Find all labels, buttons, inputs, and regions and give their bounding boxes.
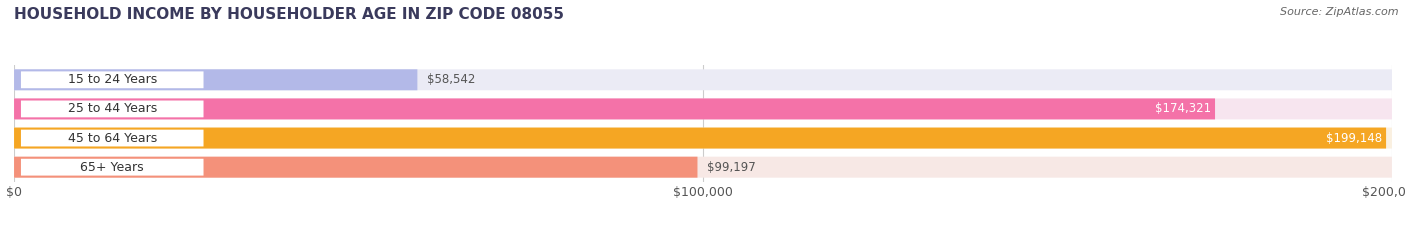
Text: HOUSEHOLD INCOME BY HOUSEHOLDER AGE IN ZIP CODE 08055: HOUSEHOLD INCOME BY HOUSEHOLDER AGE IN Z… <box>14 7 564 22</box>
FancyBboxPatch shape <box>14 69 418 90</box>
Text: 25 to 44 Years: 25 to 44 Years <box>67 103 157 115</box>
Text: 65+ Years: 65+ Years <box>80 161 143 174</box>
Text: $99,197: $99,197 <box>707 161 756 174</box>
FancyBboxPatch shape <box>21 100 204 117</box>
Text: Source: ZipAtlas.com: Source: ZipAtlas.com <box>1281 7 1399 17</box>
Text: $174,321: $174,321 <box>1154 103 1211 115</box>
Text: 15 to 24 Years: 15 to 24 Years <box>67 73 157 86</box>
FancyBboxPatch shape <box>14 98 1215 119</box>
FancyBboxPatch shape <box>21 71 204 88</box>
Text: 45 to 64 Years: 45 to 64 Years <box>67 132 157 144</box>
FancyBboxPatch shape <box>14 128 1386 149</box>
FancyBboxPatch shape <box>14 69 1392 90</box>
FancyBboxPatch shape <box>14 98 1392 119</box>
FancyBboxPatch shape <box>14 128 1392 149</box>
FancyBboxPatch shape <box>14 157 1392 178</box>
FancyBboxPatch shape <box>21 130 204 147</box>
FancyBboxPatch shape <box>14 157 697 178</box>
FancyBboxPatch shape <box>21 159 204 176</box>
Text: $199,148: $199,148 <box>1326 132 1382 144</box>
Text: $58,542: $58,542 <box>427 73 475 86</box>
